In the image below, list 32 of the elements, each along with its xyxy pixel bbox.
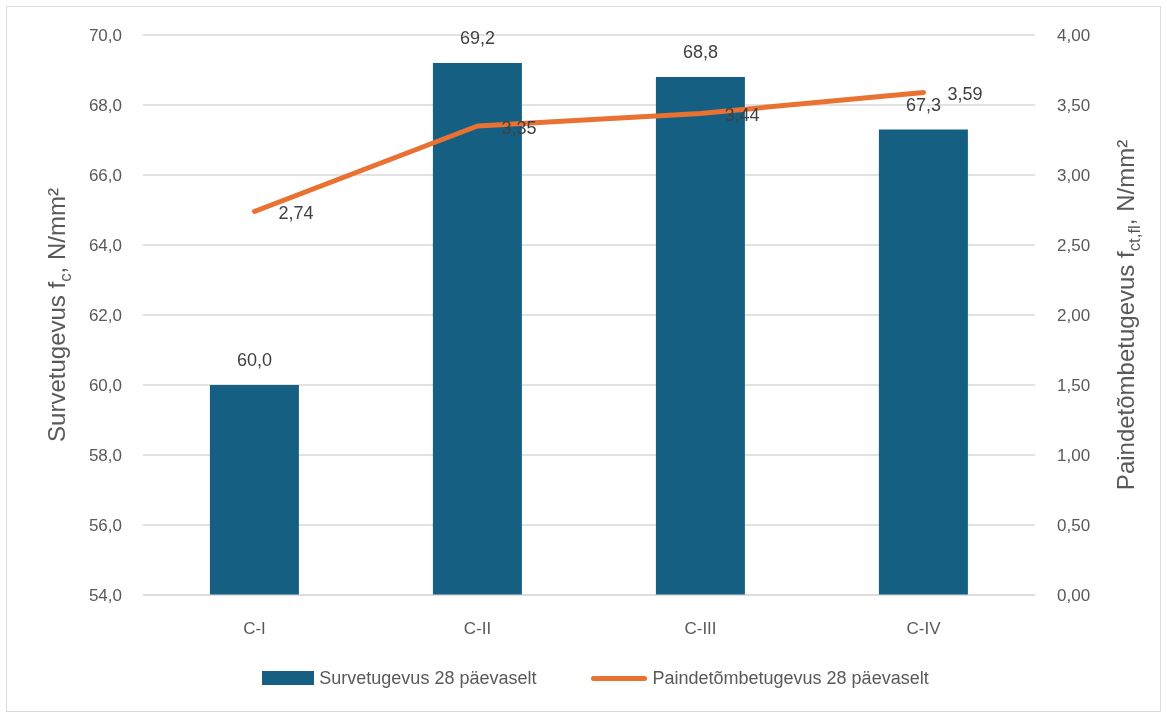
y2-tick-label: 2,00	[1057, 306, 1091, 326]
data-label: 2,74	[278, 203, 314, 224]
y-tick-label: 58,0	[88, 446, 122, 466]
legend-label: Survetugevus 28 päevaselt	[319, 667, 537, 689]
data-label: 3,35	[501, 118, 537, 138]
y2-tick-label: 0,50	[1057, 516, 1091, 536]
y-tick-label: 54,0	[88, 586, 122, 606]
y2-tick-label: 3,00	[1057, 166, 1091, 186]
y-tick-label: 62,0	[88, 306, 122, 326]
y2-tick-label: 4,00	[1057, 26, 1091, 46]
legend-label: Paindetõmbetugevus 28 päevaselt	[652, 667, 929, 689]
y-tick-label: 60,0	[88, 376, 122, 396]
y2-tick-label: 1,50	[1057, 376, 1091, 396]
y-tick-label: 68,0	[88, 96, 122, 116]
data-label: 3,44	[724, 105, 760, 126]
data-label: 67,3	[905, 94, 941, 115]
y2-tick-label: 1,00	[1057, 446, 1091, 466]
x-tick-label: C-I	[243, 619, 266, 639]
data-label: 60,0	[236, 350, 272, 370]
y2-tick-label: 2,50	[1057, 236, 1091, 256]
data-label: 69,2	[459, 28, 495, 48]
x-tick-label: C-II	[463, 619, 492, 639]
y-tick-label: 70,0	[88, 26, 122, 46]
data-label: 68,8	[682, 42, 718, 62]
y2-tick-label: 0,00	[1057, 586, 1091, 606]
data-label: 3,59	[947, 84, 983, 105]
x-tick-label: C-III	[684, 619, 717, 639]
x-tick-label: C-IV	[906, 619, 942, 639]
y-tick-label: 64,0	[88, 236, 122, 256]
y-tick-label: 66,0	[88, 166, 122, 186]
y-tick-label: 56,0	[88, 516, 122, 536]
y2-tick-label: 3,50	[1057, 96, 1091, 116]
